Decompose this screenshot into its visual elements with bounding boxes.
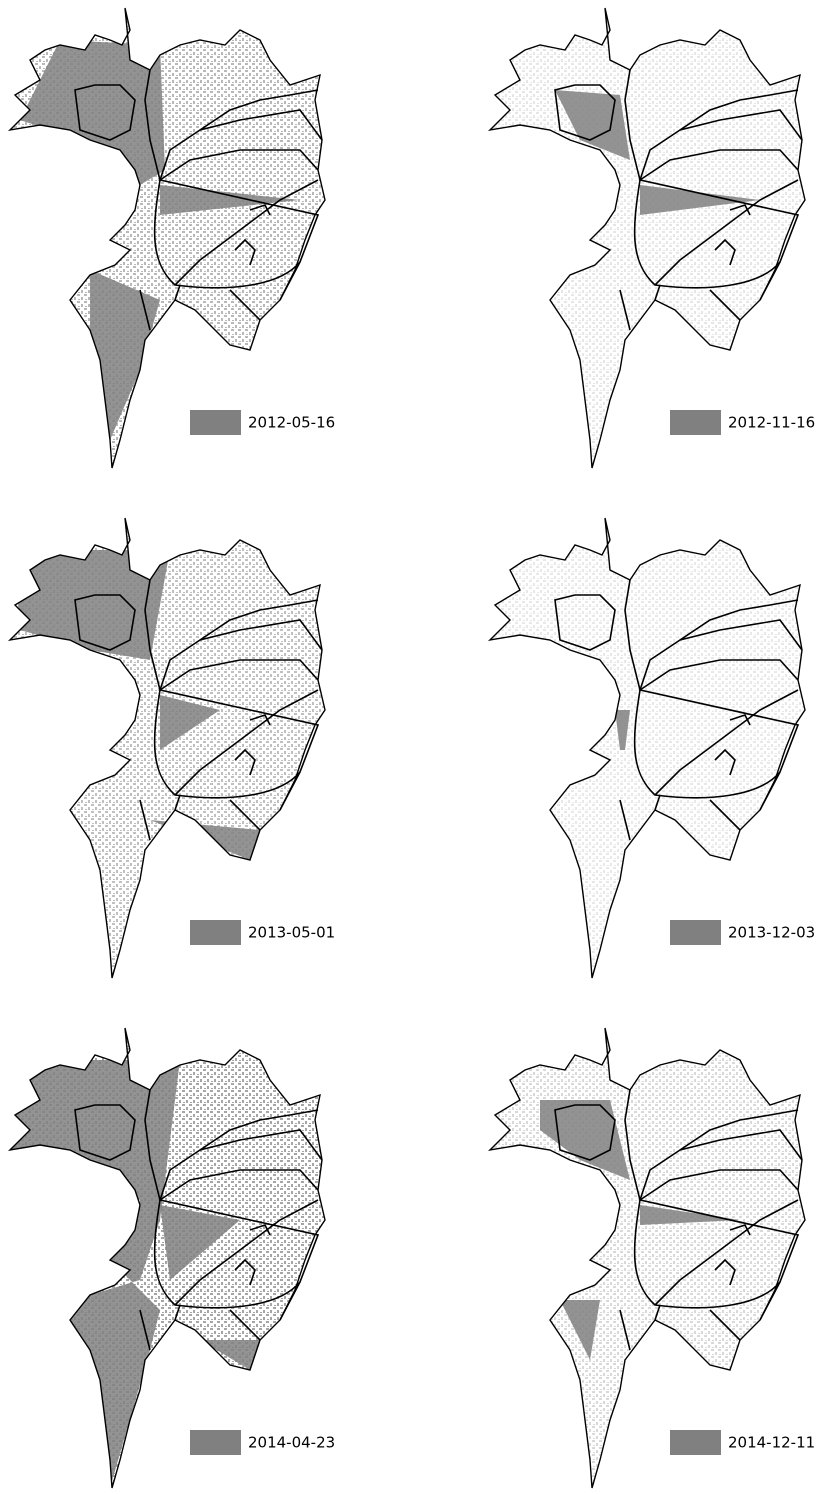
map-panel: 2014-12-11 [480,1020,815,1490]
map-panel: 2013-12-03 [480,510,815,980]
legend-swatch [190,920,241,945]
speckle [480,510,810,980]
legend-swatch [670,410,721,435]
map-panel: 2012-05-16 [0,0,335,470]
legend-label: 2012-11-16 [728,414,815,432]
legend-swatch [190,410,241,435]
speckle-layer [480,0,810,470]
speckle-layer [480,1020,810,1490]
legend-label: 2012-05-16 [248,414,335,432]
speckle-layer [480,510,810,980]
legend-label: 2014-12-11 [728,1434,815,1452]
map-panel: 2012-11-16 [480,0,815,470]
legend-label: 2013-12-03 [728,924,815,942]
speckle [480,1020,810,1490]
page: 2012-05-16 2012-11-16 2013-05-01 2013-12-03… [0,0,825,1490]
speckle [480,0,810,470]
legend-swatch [670,920,721,945]
map-panel: 2013-05-01 [0,510,335,980]
legend-swatch [670,1430,721,1455]
legend-label: 2013-05-01 [248,924,335,942]
legend-label: 2014-04-23 [248,1434,335,1452]
map-figure: 2012-05-16 2012-11-16 2013-05-01 2013-12-03… [0,0,825,1490]
legend-swatch [190,1430,241,1455]
map-panel: 2014-04-23 [0,1020,335,1490]
